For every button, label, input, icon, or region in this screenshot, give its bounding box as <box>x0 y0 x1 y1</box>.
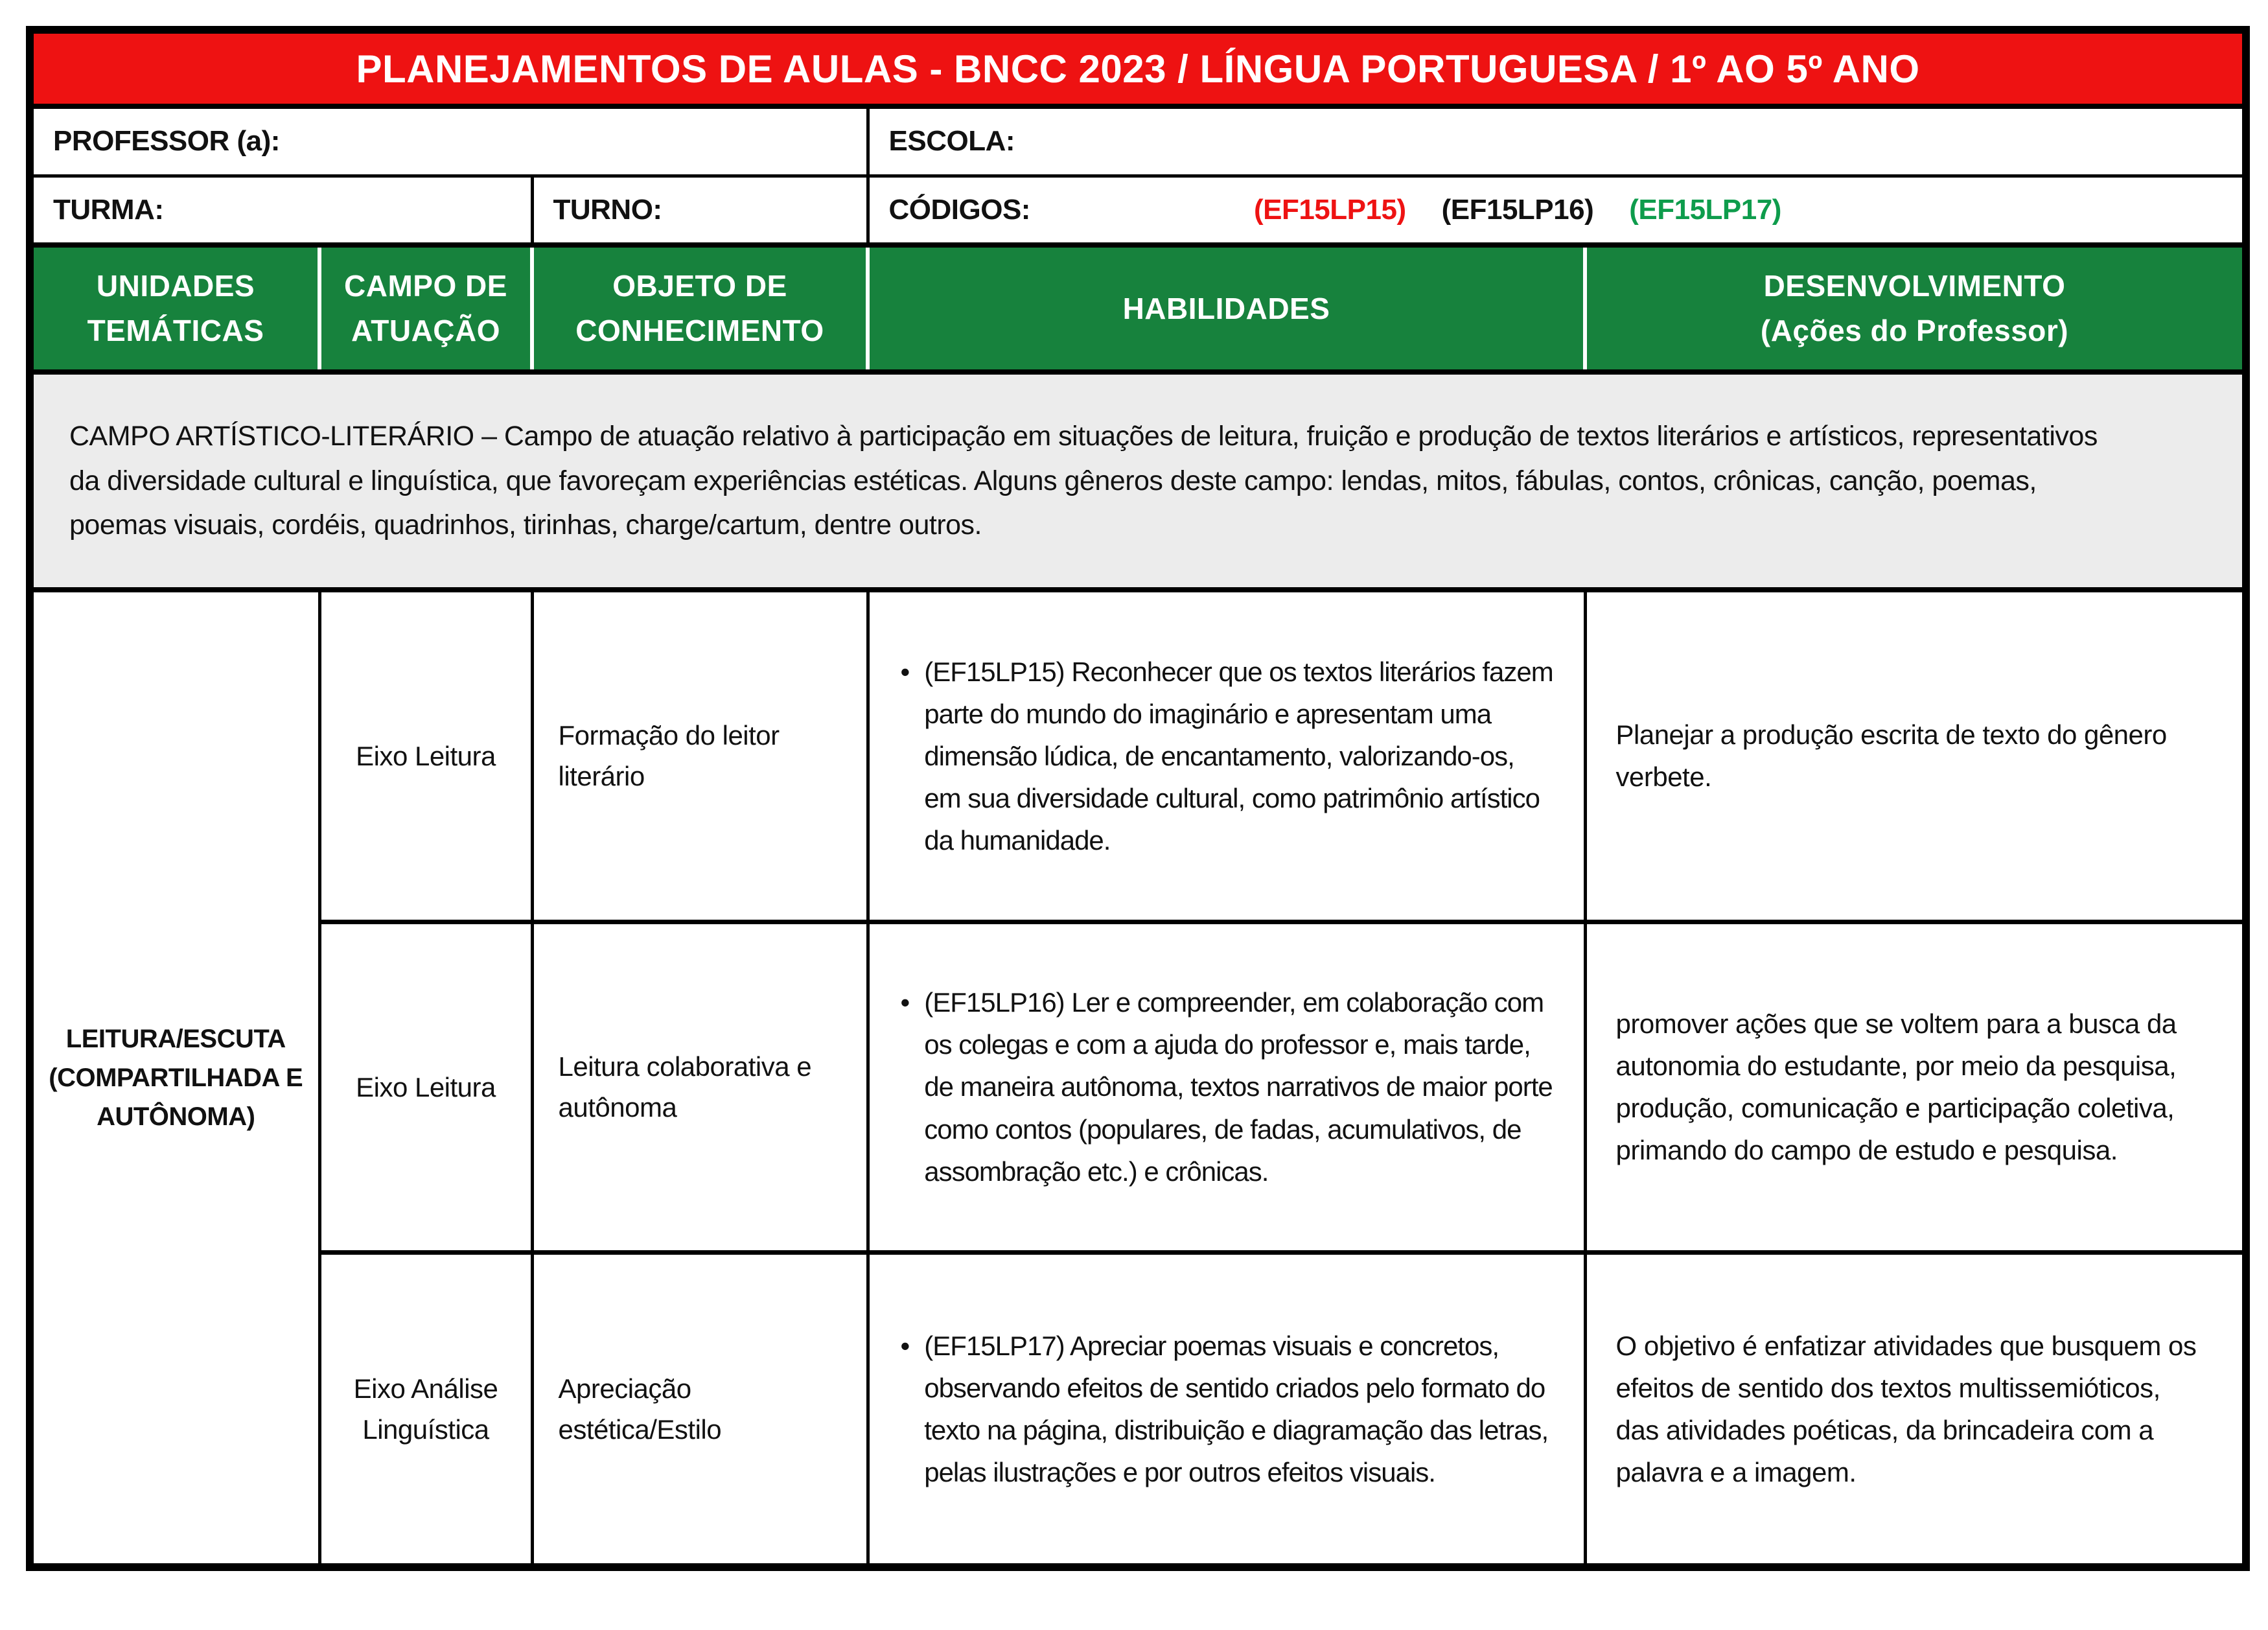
page: { "colors": { "red": "#ee1212", "green":… <box>0 26 2268 1630</box>
page-title: PLANEJAMENTOS DE AULAS - BNCC 2023 / LÍN… <box>356 47 1920 91</box>
codigos-wrap: CÓDIGOS: (EF15LP15) (EF15LP16) (EF15LP17… <box>889 194 2243 226</box>
title-row: PLANEJAMENTOS DE AULAS - BNCC 2023 / LÍN… <box>28 28 2248 109</box>
desenvolvimento-cell-row3: O objetivo é enfatizar atividades que bu… <box>1583 1250 2248 1570</box>
title-banner: PLANEJAMENTOS DE AULAS - BNCC 2023 / LÍN… <box>28 28 2248 109</box>
unidade-tematica-cell: LEITURA/ESCUTA (COMPARTILHADA E AUTÔNOMA… <box>28 587 321 1570</box>
campo-description-cell: CAMPO ARTÍSTICO-LITERÁRIO – Campo de atu… <box>28 370 2248 592</box>
habilidade-item-row3: • (EF15LP17) Apreciar poemas visuais e c… <box>901 1325 1558 1493</box>
escola-field: ESCOLA: <box>866 104 2248 178</box>
code-badge-ef15lp17: (EF15LP17) <box>1629 193 1781 226</box>
objeto-cell-row3: Apreciação estética/Estilo <box>530 1250 870 1570</box>
habilidade-text-row3: (EF15LP17) Apreciar poemas visuais e con… <box>924 1330 1549 1487</box>
table-row-3: Eixo Análise Linguística Apreciação esté… <box>30 1250 2248 1570</box>
campo-description-text: CAMPO ARTÍSTICO-LITERÁRIO – Campo de atu… <box>69 420 2098 541</box>
habilidade-item-row1: • (EF15LP15) Reconhecer que os textos li… <box>901 651 1558 861</box>
bullet-icon: • <box>900 656 910 687</box>
desenvolvimento-cell-row2: promover ações que se voltem para a busc… <box>1583 919 2248 1255</box>
info-row-2: TURMA: TURNO: CÓDIGOS: (EF15LP15) (EF15L… <box>28 174 2248 247</box>
campo-cell-row2: Eixo Leitura <box>318 919 534 1255</box>
habilidade-cell-row1: • (EF15LP15) Reconhecer que os textos li… <box>866 587 1587 924</box>
professor-field: PROFESSOR (a): <box>28 104 870 178</box>
bullet-icon: • <box>900 987 910 1018</box>
habilidade-item-row2: • (EF15LP16) Ler e compreender, em colab… <box>901 981 1558 1192</box>
column-header-campo-de-atuacao: CAMPO DE ATUAÇÃO <box>318 242 534 375</box>
codigos-label: CÓDIGOS: <box>888 193 1031 226</box>
objeto-cell-row1: Formação do leitor literário <box>530 587 870 924</box>
objeto-cell-row2: Leitura colaborativa e autônoma <box>530 919 870 1255</box>
campo-cell-row1: Eixo Leitura <box>318 587 534 924</box>
codigos-field: CÓDIGOS: (EF15LP15) (EF15LP16) (EF15LP17… <box>866 174 2248 247</box>
code-badge-ef15lp15: (EF15LP15) <box>1253 193 1406 226</box>
campo-description-row: CAMPO ARTÍSTICO-LITERÁRIO – Campo de atu… <box>28 370 2248 592</box>
bullet-icon: • <box>900 1330 910 1361</box>
habilidade-text-row2: (EF15LP16) Ler e compreender, em colabor… <box>924 987 1553 1187</box>
column-header-desenvolvimento-line1: DESENVOLVIMENTO <box>1763 269 2066 303</box>
info-row-1: PROFESSOR (a): ESCOLA: <box>28 104 2248 178</box>
habilidade-cell-row2: • (EF15LP16) Ler e compreender, em colab… <box>866 919 1587 1255</box>
habilidade-text-row1: (EF15LP15) Reconhecer que os textos lite… <box>924 656 1554 856</box>
desenvolvimento-cell-row1: Planejar a produção escrita de texto do … <box>1583 587 2248 924</box>
code-badge-ef15lp16: (EF15LP16) <box>1441 193 1594 226</box>
column-header-objeto-de-conhecimento: OBJETO DE CONHECIMENTO <box>530 242 870 375</box>
planning-table: PLANEJAMENTOS DE AULAS - BNCC 2023 / LÍN… <box>26 26 2251 1571</box>
column-header-habilidades: HABILIDADES <box>866 242 1587 375</box>
column-header-desenvolvimento-line2: (Ações do Professor) <box>1760 314 2069 347</box>
habilidade-cell-row3: • (EF15LP17) Apreciar poemas visuais e c… <box>866 1250 1587 1570</box>
turno-field: TURNO: <box>530 174 870 247</box>
table-row-1: LEITURA/ESCUTA (COMPARTILHADA E AUTÔNOMA… <box>28 587 2248 1570</box>
table-row-2: Eixo Leitura Leitura colaborativa e autô… <box>30 919 2248 1255</box>
column-header-unidades-tematicas: UNIDADES TEMÁTICAS <box>28 242 321 375</box>
column-header-desenvolvimento: DESENVOLVIMENTO (Ações do Professor) <box>1582 242 2249 375</box>
column-header-row: UNIDADES TEMÁTICAS CAMPO DE ATUAÇÃO OBJE… <box>28 242 2249 375</box>
campo-cell-row3: Eixo Análise Linguística <box>318 1250 534 1570</box>
turma-field: TURMA: <box>28 174 534 247</box>
